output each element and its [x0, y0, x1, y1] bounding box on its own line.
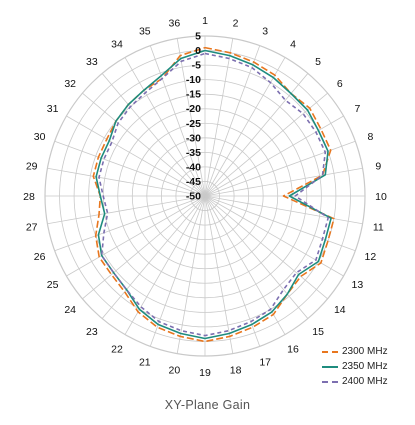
grid-spoke	[204, 195, 309, 319]
radial-tick-label: 0	[195, 45, 201, 57]
grid-spoke	[204, 57, 286, 197]
legend-swatch-2350	[322, 365, 338, 368]
series-line-2300	[92, 46, 335, 343]
angle-tick-label: 1	[202, 15, 208, 27]
radial-tick-label: -40	[186, 161, 201, 173]
grid-spoke	[82, 92, 206, 197]
angle-tick-label: 14	[334, 304, 346, 316]
angle-tick-label: 16	[287, 343, 299, 355]
polar-grid	[44, 35, 366, 357]
angle-tick-label: 2	[233, 18, 239, 30]
radial-tick-label: 5	[195, 31, 201, 43]
legend-item-2350: 2350 MHz	[322, 359, 388, 374]
angle-tick-label: 20	[169, 364, 181, 376]
angle-tick-label: 21	[139, 356, 151, 368]
angle-tick-label: 24	[64, 304, 76, 316]
grid-spoke	[204, 195, 356, 252]
grid-spoke	[204, 167, 363, 197]
angle-tick-label: 12	[365, 251, 377, 263]
grid-spoke	[149, 45, 206, 197]
radial-tick-label: -50	[186, 191, 201, 203]
radial-tick-label: -35	[186, 147, 201, 159]
grid-spoke	[54, 140, 206, 197]
angle-tick-label: 33	[86, 56, 98, 68]
series-line-2400	[98, 52, 330, 337]
legend-item-2400: 2400 MHz	[322, 374, 388, 389]
grid-spoke	[47, 195, 206, 225]
grid-spoke	[66, 115, 206, 197]
legend-label-2350: 2350 MHz	[342, 361, 388, 372]
angle-tick-label: 10	[375, 191, 387, 203]
angle-tick-label: 23	[86, 326, 98, 338]
angle-tick-label: 4	[290, 39, 296, 51]
angle-tick-label: 8	[367, 131, 373, 143]
legend-swatch-2300	[322, 350, 338, 353]
angle-tick-label: 3	[262, 26, 268, 38]
grid-spoke	[204, 45, 261, 197]
radial-tick-label: -30	[186, 132, 201, 144]
grid-spoke	[54, 195, 206, 252]
angle-tick-label: 25	[47, 279, 59, 291]
grid-spoke	[176, 38, 206, 197]
legend-label-2400: 2400 MHz	[342, 376, 388, 387]
angle-tick-label: 18	[230, 364, 242, 376]
angle-tick-label: 11	[373, 222, 384, 234]
legend: 2300 MHz 2350 MHz 2400 MHz	[322, 344, 388, 389]
angle-tick-label: 36	[169, 18, 181, 30]
angle-tick-labels: 1 234567891011121314151617181920212223242…	[23, 15, 387, 379]
grid-spoke	[47, 167, 206, 197]
grid-spoke	[101, 73, 206, 197]
angle-tick-label: 27	[26, 222, 38, 234]
angle-tick-label: 32	[64, 78, 76, 90]
grid-spoke	[66, 195, 206, 277]
angle-tick-label: 13	[352, 279, 364, 291]
radial-tick-label: -5	[192, 60, 201, 72]
angle-tick-label: 35	[139, 26, 151, 38]
chart-title: XY-Plane Gain	[164, 398, 251, 412]
legend-label-2300: 2300 MHz	[342, 346, 388, 357]
angle-tick-label: 5	[315, 56, 321, 68]
angle-tick-label: 28	[23, 191, 35, 203]
grid-spoke	[124, 57, 206, 197]
angle-tick-label: 9	[375, 160, 381, 172]
grid-spoke	[204, 195, 234, 354]
radial-tick-label: -25	[186, 118, 201, 130]
radial-tick-label: -45	[186, 176, 201, 188]
legend-swatch-2400	[322, 380, 338, 383]
angle-tick-label: 7	[354, 103, 360, 115]
angle-tick-label: 26	[34, 251, 46, 263]
angle-tick-label: 31	[47, 103, 59, 115]
angle-tick-label: 6	[337, 78, 343, 90]
angle-tick-label: 17	[259, 356, 271, 368]
angle-tick-label: 34	[111, 39, 123, 51]
angle-tick-label: 22	[111, 343, 123, 355]
grid-spoke	[101, 195, 206, 319]
angle-tick-label: 19	[199, 367, 211, 379]
radial-tick-label: -20	[186, 103, 201, 115]
grid-spoke	[204, 115, 344, 197]
legend-item-2300: 2300 MHz	[322, 344, 388, 359]
grid-spoke	[204, 195, 328, 300]
angle-tick-label: 29	[26, 160, 38, 172]
grid-spoke	[82, 195, 206, 300]
grid-spoke	[204, 38, 234, 197]
grid-spoke	[204, 195, 363, 225]
radial-tick-label: -10	[186, 74, 201, 86]
radial-tick-label: -15	[186, 89, 201, 101]
series-line-2350	[95, 49, 332, 340]
grid-spoke	[176, 195, 206, 354]
angle-tick-label: 15	[312, 326, 324, 338]
series-group	[92, 46, 335, 343]
angle-tick-label: 30	[34, 131, 46, 143]
polar-chart: 50-5-10-15-20-25-30-35-40-45-50 1 2345678…	[23, 15, 387, 379]
radial-tick-labels: 5 0 -5 -10 -15 -20 -25 -30 -35 -40 -45 -50	[186, 31, 201, 203]
